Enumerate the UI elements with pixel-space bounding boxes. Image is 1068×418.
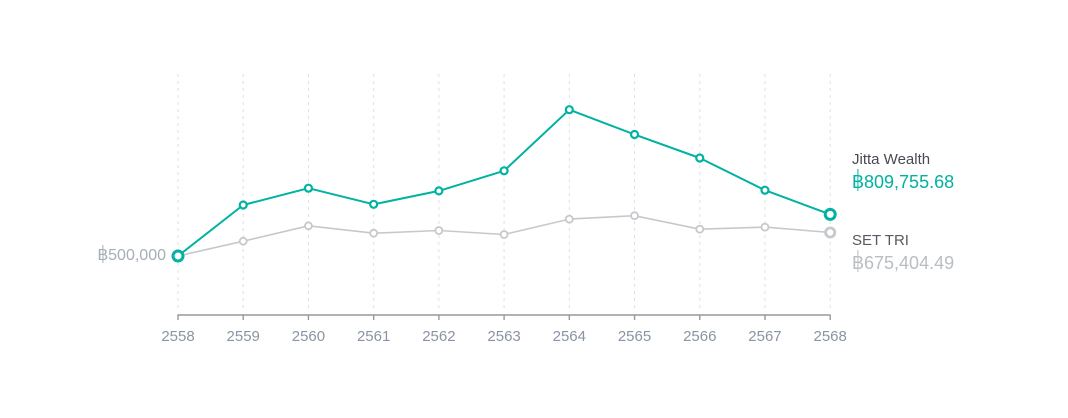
- x-axis-label-2565: 2565: [618, 328, 651, 345]
- x-axis-label-2559: 2559: [227, 328, 260, 345]
- baht-currency-symbol: B: [852, 172, 865, 192]
- x-axis-label-2562: 2562: [422, 328, 455, 345]
- data-point-set-tri-2563[interactable]: [499, 230, 509, 239]
- data-point-set-tri-2568[interactable]: [824, 226, 837, 239]
- data-point-set-tri-2567[interactable]: [760, 222, 770, 232]
- data-point-set-tri-2566[interactable]: [695, 224, 705, 234]
- x-axis-label-2566: 2566: [683, 328, 716, 345]
- baht-currency-symbol: B: [852, 253, 865, 273]
- x-axis-label-2564: 2564: [553, 328, 586, 345]
- x-axis-label-2563: 2563: [487, 328, 520, 345]
- baht-currency-symbol: B: [97, 247, 109, 264]
- x-axis-label-2567: 2567: [748, 328, 781, 345]
- data-point-set-tri-2559[interactable]: [238, 236, 248, 246]
- data-point-jitta-wealth-2564[interactable]: [564, 105, 574, 115]
- data-point-set-tri-2565[interactable]: [630, 211, 639, 221]
- data-point-jitta-wealth-2562[interactable]: [434, 186, 444, 196]
- data-point-set-tri-2561[interactable]: [369, 228, 379, 238]
- x-axis-label-2560: 2560: [292, 328, 325, 345]
- data-point-jitta-wealth-2568[interactable]: [823, 207, 837, 221]
- data-point-jitta-wealth-2560[interactable]: [303, 183, 314, 193]
- data-point-jitta-wealth-2563[interactable]: [499, 166, 509, 176]
- data-point-jitta-wealth-2566[interactable]: [695, 153, 705, 163]
- legend-set-tri: SET TRI B675,404.49: [852, 231, 954, 274]
- data-point-jitta-wealth-2567[interactable]: [760, 185, 770, 195]
- data-point-jitta-wealth-2565[interactable]: [629, 129, 640, 140]
- data-point-set-tri-2564[interactable]: [564, 214, 574, 224]
- initial-investment-label: B500,000: [97, 247, 166, 264]
- data-point-jitta-wealth-2561[interactable]: [369, 199, 379, 209]
- x-axis-label-2561: 2561: [357, 328, 390, 345]
- jitta-wealth-series-label: Jitta Wealth: [852, 151, 931, 168]
- x-axis-label-2568: 2568: [814, 328, 847, 345]
- set-tri-final-value: B675,404.49: [852, 253, 955, 273]
- x-axis-label-2558: 2558: [161, 328, 194, 345]
- data-point-jitta-wealth-2559[interactable]: [238, 200, 248, 210]
- data-point-jitta-wealth-2558[interactable]: [171, 249, 185, 263]
- legend-jitta-wealth: Jitta Wealth B809,755.68: [852, 150, 954, 193]
- set-tri-series-label: SET TRI: [852, 232, 909, 249]
- data-point-set-tri-2562[interactable]: [434, 226, 444, 235]
- jitta-wealth-final-value: B809,755.68: [852, 172, 955, 192]
- data-point-set-tri-2560[interactable]: [304, 221, 313, 231]
